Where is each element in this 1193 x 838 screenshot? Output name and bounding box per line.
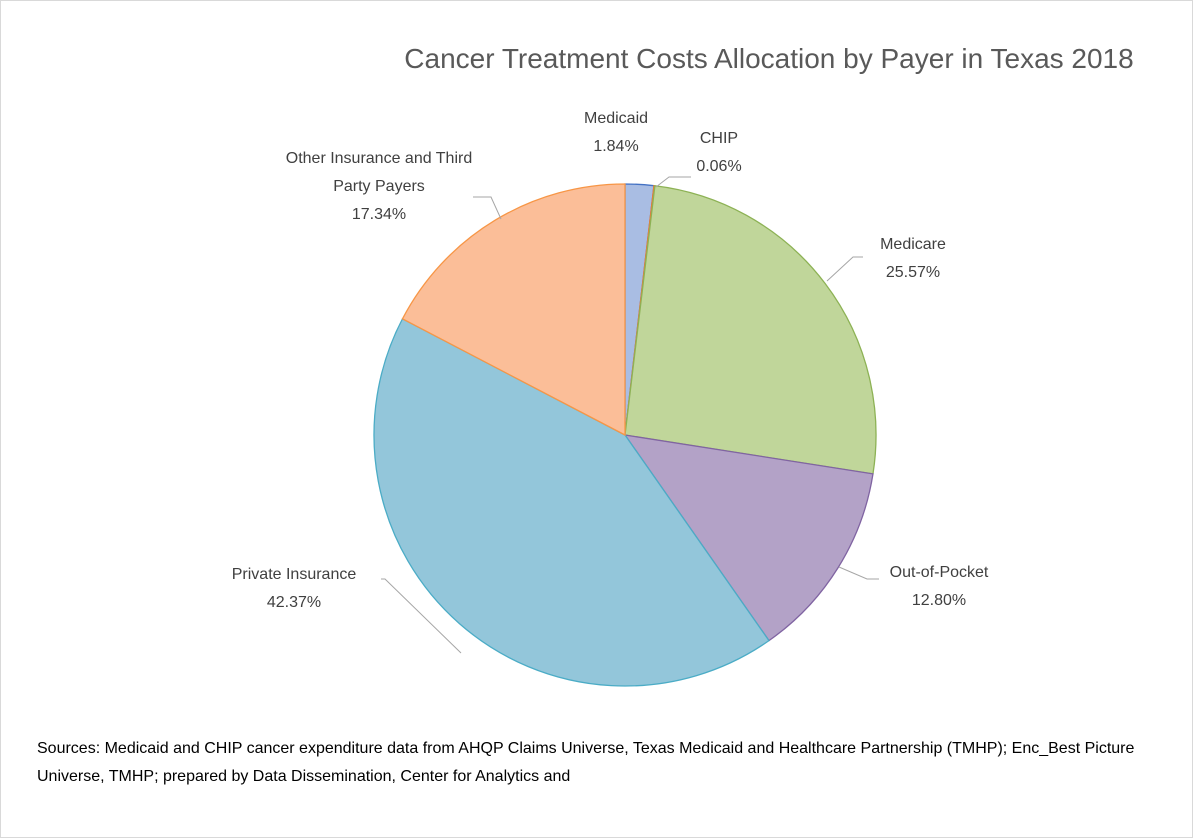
data-label: Other Insurance and Third Party Payers 17… — [274, 145, 484, 229]
category-label: Out-of-Pocket — [889, 564, 989, 581]
value-label: 42.37% — [266, 594, 322, 611]
category-label: CHIP — [699, 130, 739, 147]
leader-line — [473, 196, 502, 220]
pie-slice — [623, 434, 874, 642]
category-label: Private Insurance — [231, 566, 357, 583]
leader-line — [826, 256, 863, 282]
value-label: 17.34% — [351, 206, 407, 223]
category-label: Medicare — [880, 236, 946, 253]
category-label: Medicaid — [583, 110, 649, 127]
value-label: 12.80% — [911, 592, 967, 609]
source-note: Sources: Medicaid and CHIP cancer expend… — [37, 740, 1135, 785]
value-label: 1.84% — [593, 138, 639, 155]
pie-slice — [373, 317, 770, 687]
data-label: CHIP 0.06% — [696, 125, 741, 181]
leader-line — [838, 566, 879, 580]
leader-line — [655, 176, 691, 188]
data-label: Out-of-Pocket 12.80% — [890, 559, 989, 615]
value-label: 25.57% — [885, 264, 941, 281]
pie-slice — [624, 185, 877, 475]
pie-slice — [401, 183, 626, 437]
category-label: Other Insurance and Third Party Payers — [285, 150, 473, 195]
data-label: Medicare 25.57% — [880, 231, 946, 287]
data-label: Private Insurance 42.37% — [232, 561, 357, 617]
value-label: 0.06% — [696, 158, 742, 175]
data-label: Medicaid 1.84% — [584, 105, 648, 161]
leader-line — [381, 578, 462, 654]
chart-title: Cancer Treatment Costs Allocation by Pay… — [404, 43, 1134, 74]
